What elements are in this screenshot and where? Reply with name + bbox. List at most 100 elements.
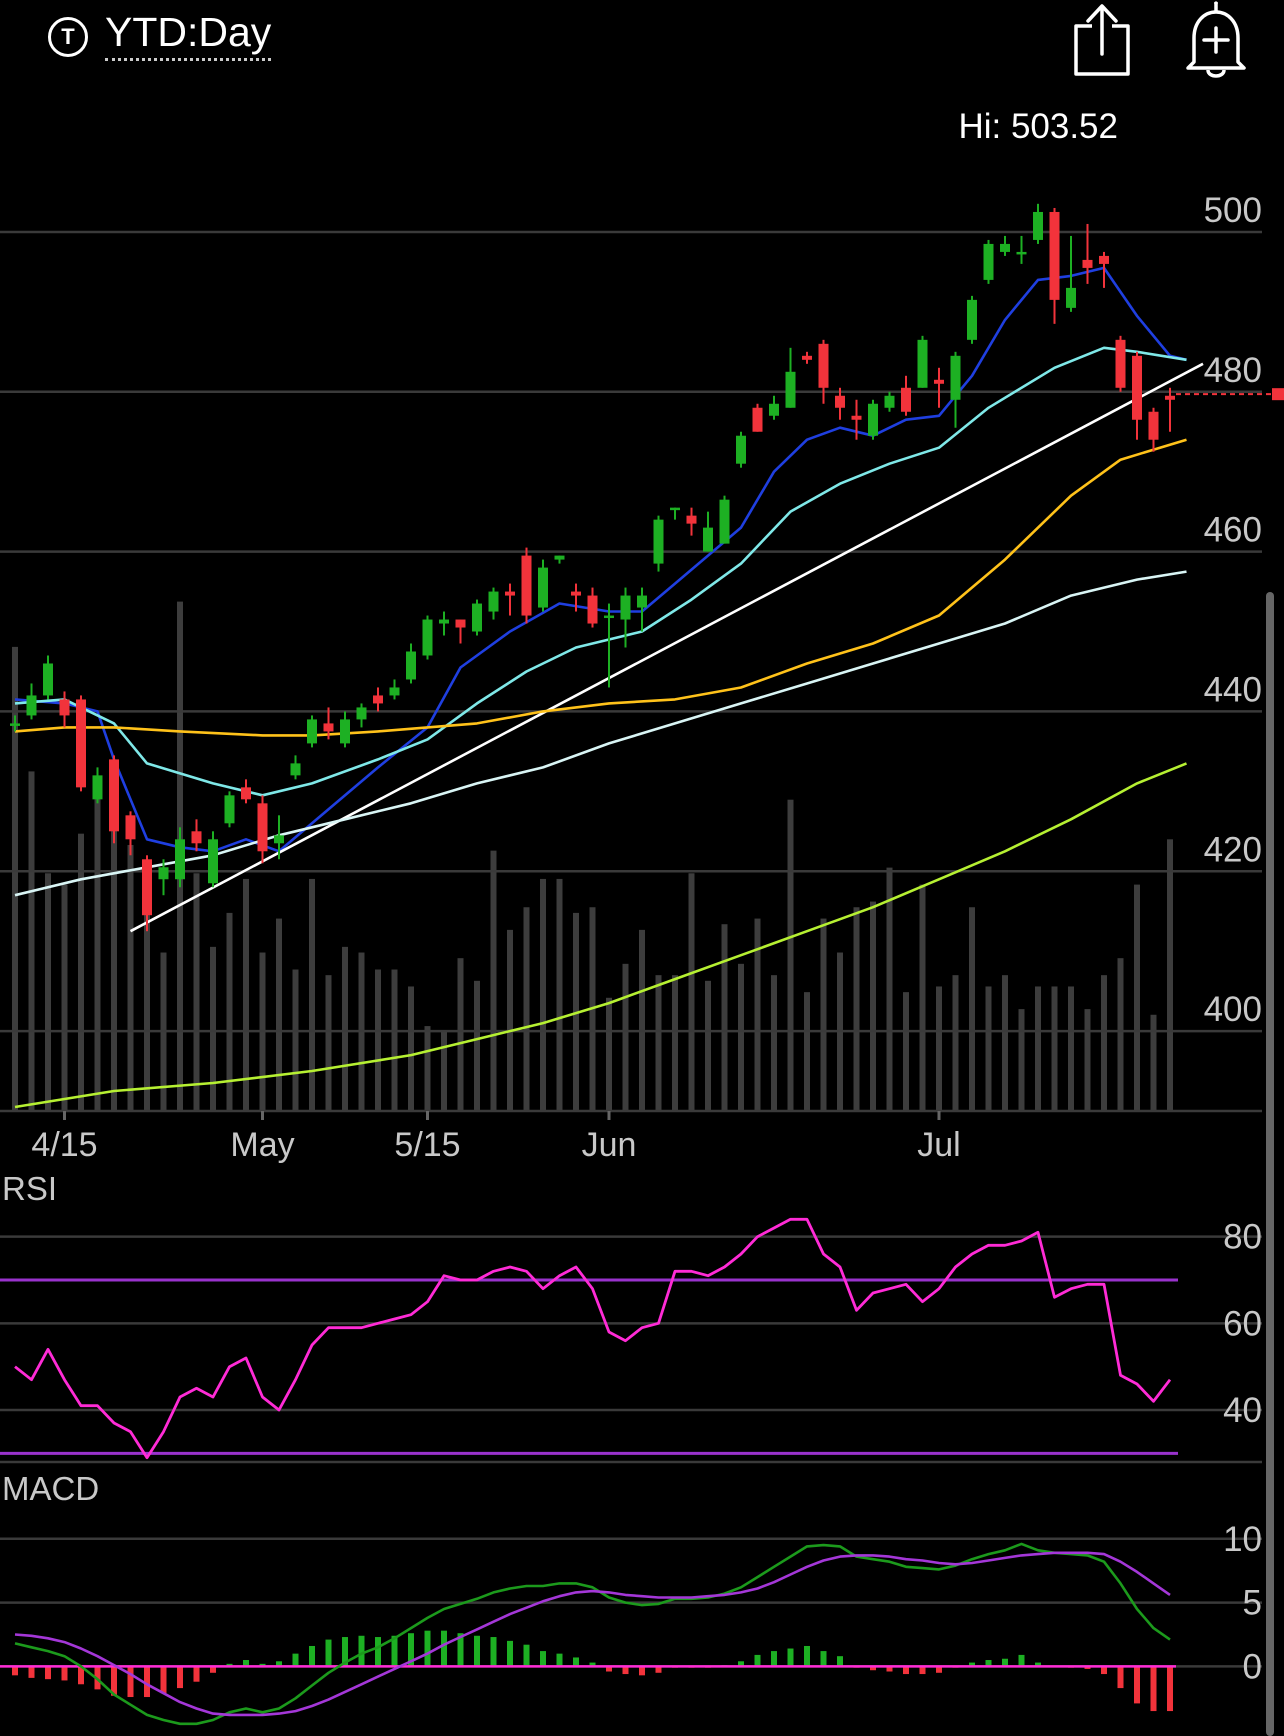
volume-bar bbox=[507, 929, 513, 1111]
share-icon[interactable] bbox=[1072, 2, 1134, 78]
volume-bar bbox=[391, 969, 398, 1111]
volume-bar bbox=[1117, 958, 1124, 1111]
candle-body bbox=[1049, 211, 1060, 300]
candle-body bbox=[802, 355, 812, 360]
candle-body bbox=[884, 395, 895, 408]
macd-histogram-bar bbox=[1018, 1654, 1025, 1667]
date-axis-label: Jul bbox=[917, 1126, 960, 1164]
volume-bar bbox=[1018, 1009, 1025, 1111]
candle-body bbox=[653, 519, 664, 564]
candle-body bbox=[439, 619, 449, 624]
macd-histogram-bar bbox=[226, 1663, 233, 1667]
macd-histogram-bar bbox=[787, 1648, 794, 1667]
macd-histogram-bar bbox=[61, 1666, 68, 1681]
candle-body bbox=[538, 567, 548, 608]
macd-histogram-bar bbox=[12, 1666, 18, 1676]
price-axis-label: 440 bbox=[1204, 670, 1262, 709]
candle-body bbox=[604, 615, 614, 619]
macd-signal-line bbox=[14, 1551, 1171, 1717]
candle-body bbox=[290, 763, 301, 776]
candle-body bbox=[356, 707, 367, 720]
rsi-axis-label: 40 bbox=[1223, 1391, 1262, 1430]
rsi-axis-label: 60 bbox=[1223, 1304, 1262, 1343]
macd-histogram-bar bbox=[210, 1666, 216, 1673]
sma-200-line bbox=[14, 762, 1187, 1109]
price-axis-label: 420 bbox=[1204, 830, 1262, 869]
candle-body bbox=[785, 371, 796, 408]
candle-body bbox=[967, 299, 977, 340]
scrollbar[interactable] bbox=[1266, 592, 1274, 1736]
candle-body bbox=[43, 663, 53, 696]
volume-bar bbox=[441, 1031, 447, 1111]
candle-body bbox=[406, 651, 416, 680]
candle-body bbox=[1033, 211, 1043, 240]
candle-body bbox=[983, 243, 994, 280]
macd-histogram-bar bbox=[1002, 1658, 1008, 1667]
candle-body bbox=[851, 415, 862, 420]
volume-bar bbox=[672, 975, 678, 1111]
macd-histogram-bar bbox=[1167, 1666, 1173, 1712]
candle-body bbox=[505, 591, 515, 596]
candle-body bbox=[1132, 355, 1142, 420]
candle-body bbox=[274, 835, 284, 844]
volume-bar bbox=[292, 969, 299, 1111]
volume-bar bbox=[936, 986, 942, 1111]
volume-bar bbox=[754, 918, 761, 1111]
candle-body bbox=[1016, 251, 1027, 255]
candle-body bbox=[1165, 395, 1175, 400]
macd-histogram-bar bbox=[820, 1651, 827, 1667]
date-axis-label: Jun bbox=[582, 1126, 637, 1164]
last-price-marker bbox=[1272, 388, 1284, 401]
volume-bar bbox=[424, 1026, 431, 1111]
candle-body bbox=[26, 695, 37, 716]
sma-100-line bbox=[14, 570, 1187, 897]
volume-bar bbox=[1035, 986, 1041, 1111]
macd-histogram-bar bbox=[45, 1666, 51, 1680]
volume-bar bbox=[523, 907, 530, 1111]
macd-histogram-bar bbox=[1035, 1662, 1041, 1667]
volume-bar bbox=[45, 873, 51, 1111]
macd-line bbox=[14, 1542, 1171, 1726]
timeframe-icon[interactable]: T bbox=[48, 17, 88, 57]
candle-body bbox=[1082, 259, 1093, 268]
macd-histogram-bar bbox=[639, 1666, 645, 1676]
volume-bar bbox=[1084, 1009, 1091, 1111]
volume-bar bbox=[556, 878, 563, 1111]
macd-histogram-bar bbox=[457, 1633, 464, 1667]
volume-bar bbox=[61, 884, 68, 1111]
macd-histogram-bar bbox=[804, 1645, 810, 1667]
candle-body bbox=[10, 723, 20, 726]
candle-body bbox=[1066, 287, 1076, 308]
volume-bar bbox=[144, 878, 150, 1111]
macd-histogram-bar bbox=[919, 1666, 926, 1675]
volume-bar bbox=[1002, 975, 1008, 1111]
volume-bar bbox=[325, 975, 332, 1111]
macd-histogram-bar bbox=[375, 1637, 381, 1667]
macd-histogram-bar bbox=[424, 1630, 431, 1667]
macd-histogram-bar bbox=[490, 1637, 497, 1667]
sma-fast-line bbox=[14, 266, 1187, 853]
macd-histogram-bar bbox=[391, 1635, 398, 1667]
macd-histogram-bar bbox=[177, 1666, 183, 1689]
volume-bar bbox=[408, 986, 414, 1111]
timeframe-selector[interactable]: YTD:Day bbox=[105, 10, 272, 61]
candle-body bbox=[521, 555, 532, 616]
bell-plus-icon[interactable] bbox=[1180, 0, 1252, 80]
candle-body bbox=[835, 395, 845, 408]
volume-bar bbox=[903, 992, 909, 1111]
volume-bar bbox=[226, 912, 233, 1111]
candle-body bbox=[488, 591, 499, 612]
volume-bar bbox=[787, 799, 794, 1111]
candle-body bbox=[686, 515, 697, 524]
macd-axis-label: 10 bbox=[1223, 1520, 1262, 1559]
macd-histogram-bar bbox=[507, 1640, 513, 1667]
macd-histogram-bar bbox=[243, 1660, 249, 1667]
price-axis-label: 400 bbox=[1204, 990, 1262, 1029]
candle-body bbox=[59, 699, 70, 716]
macd-histogram-bar bbox=[358, 1635, 365, 1667]
volume-bar bbox=[210, 946, 216, 1111]
candle-body bbox=[323, 723, 334, 732]
candle-body bbox=[917, 339, 928, 388]
macd-histogram-bar bbox=[985, 1660, 992, 1667]
